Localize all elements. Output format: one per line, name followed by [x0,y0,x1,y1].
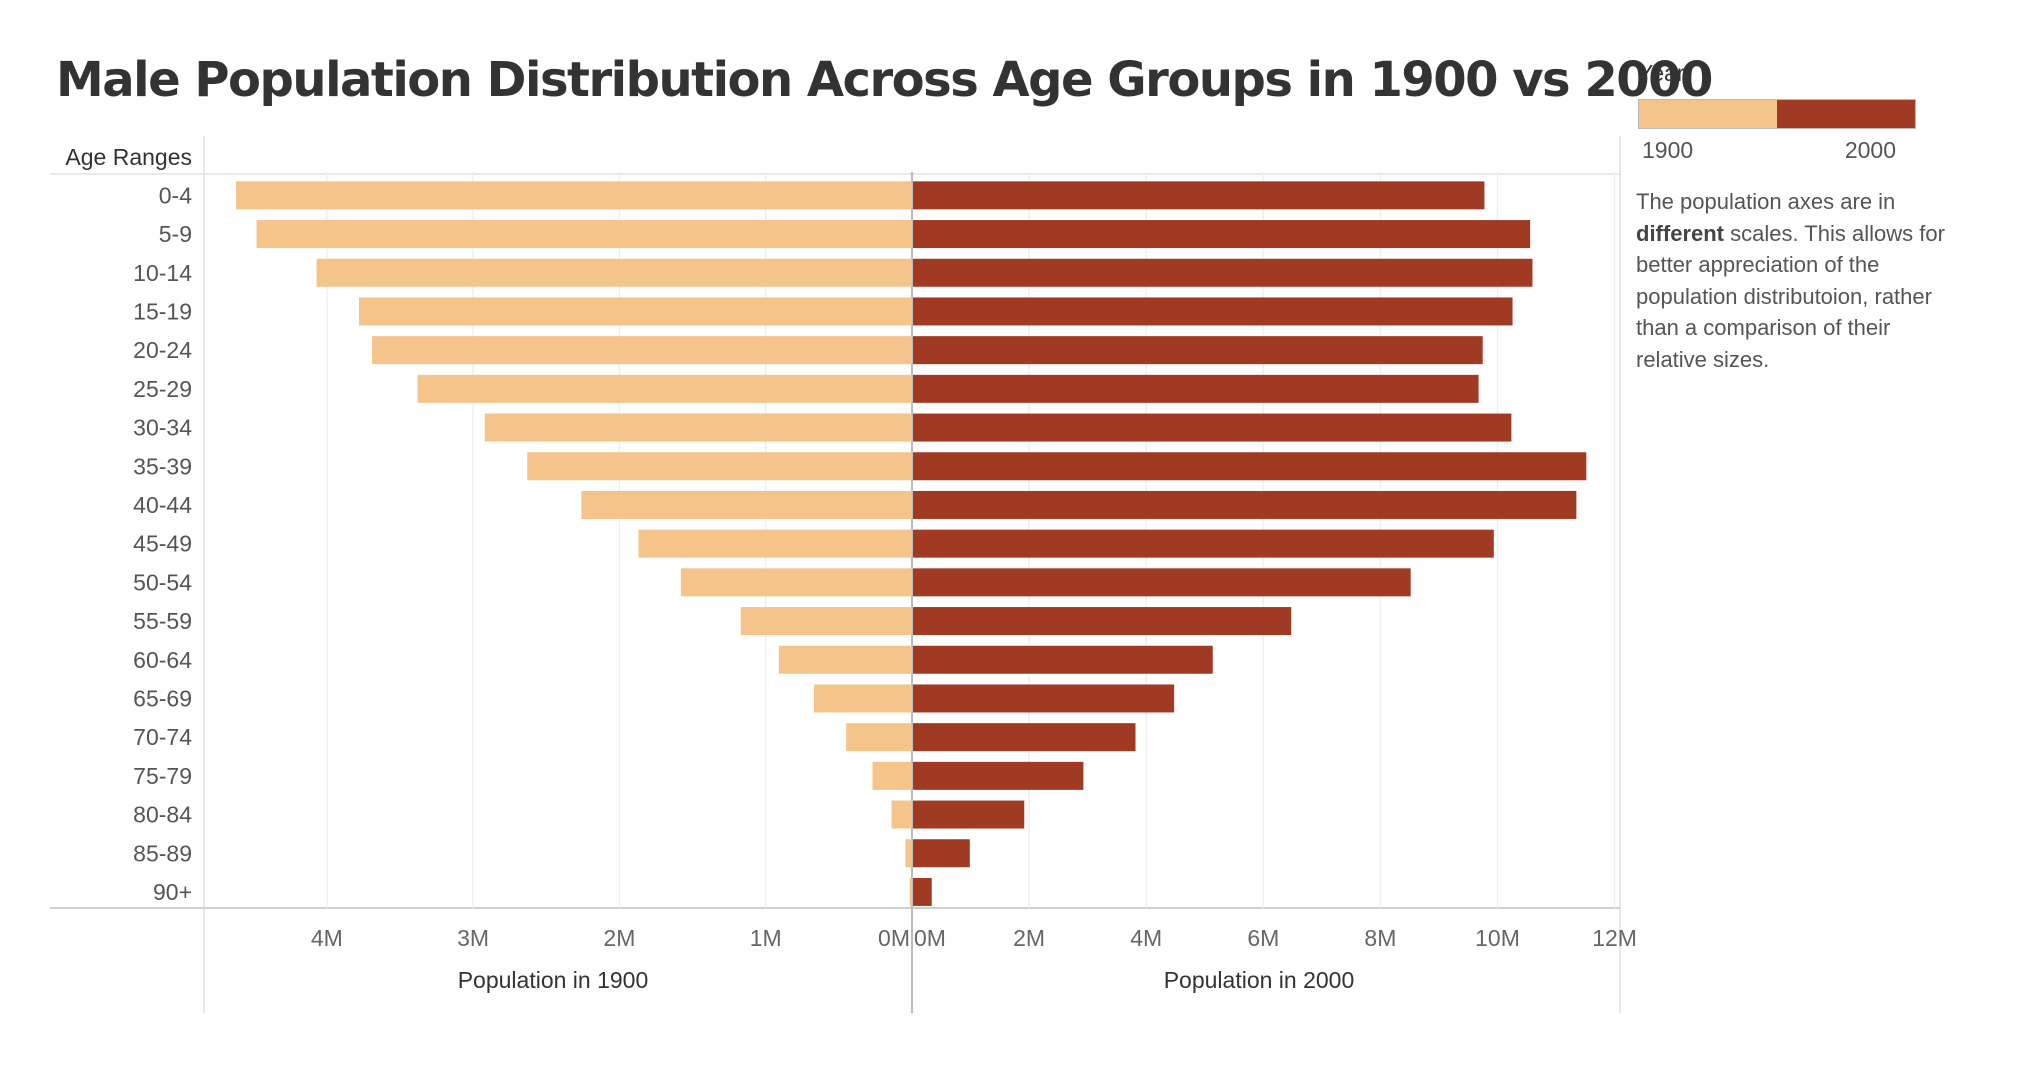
scale-note: The population axes are in different sca… [1636,186,1956,375]
note-text-1: The population axes are in [1636,189,1896,214]
bar-2000-35-39[interactable] [913,452,1587,481]
chart-title: Male Population Distribution Across Age … [56,52,1713,108]
bar-1900-80-84[interactable] [891,800,912,829]
chart-frame [50,136,1621,1013]
bar-1900-65-69[interactable] [813,684,912,713]
bar-1900-25-29[interactable] [417,374,912,403]
tick-label-1900: 3M [457,925,489,951]
bar-2000-90+[interactable] [913,877,932,906]
tick-labels: 0M 1M 2M 3M 4M 0M 2M 4M 6M 8M 10M 12M [311,925,1637,951]
category-label: 20-24 [133,337,192,363]
tick-label-2000: 2M [1013,925,1045,951]
note-text-bold: different [1636,220,1724,246]
bar-2000-25-29[interactable] [913,374,1479,403]
bar-1900-15-19[interactable] [358,297,913,326]
category-label: 35-39 [133,453,192,479]
bar-1900-55-59[interactable] [740,607,912,636]
legend-label-2000: 2000 [1844,137,1896,163]
bar-1900-85-89[interactable] [905,839,912,868]
bar-1900-20-24[interactable] [372,336,912,365]
x-axis-title-1900: Population in 1900 [458,967,649,993]
category-label: 5-9 [159,221,192,247]
bar-1900-0-4[interactable] [236,181,912,210]
bar-1900-70-74[interactable] [846,723,912,752]
bar-1900-30-34[interactable] [484,413,912,442]
bar-1900-75-79[interactable] [872,761,912,790]
legend-swatch-1900[interactable] [1639,100,1777,128]
legend: Year 1900 2000 [1638,60,1968,164]
category-label: 60-64 [133,647,192,673]
bar-2000-20-24[interactable] [913,336,1483,365]
legend-label-1900: 1900 [1642,137,1694,163]
bar-1900-35-39[interactable] [527,452,912,481]
bar-2000-55-59[interactable] [913,607,1292,636]
note-text-2: scales. This allows for better appreciat… [1636,220,1945,372]
tick-label-2000: 4M [1130,925,1162,951]
bar-2000-70-74[interactable] [913,723,1136,752]
category-labels: 0-4 5-9 10-14 15-19 20-24 25-29 30-34 35-39 40-4… [133,182,192,905]
bar-2000-5-9[interactable] [913,220,1531,249]
tick-label-1900: 4M [311,925,343,951]
bar-1900-5-9[interactable] [256,220,912,249]
bar-1900-60-64[interactable] [778,645,912,674]
bar-1900-45-49[interactable] [638,529,912,558]
tick-label-2000: 8M [1364,925,1396,951]
tick-label-2000: 6M [1247,925,1279,951]
tick-label-1900: 2M [603,925,635,951]
bar-2000-15-19[interactable] [913,297,1513,326]
category-label: 40-44 [133,492,192,518]
category-label: 85-89 [133,840,192,866]
bar-2000-75-79[interactable] [913,761,1084,790]
bar-2000-0-4[interactable] [913,181,1485,210]
bar-2000-60-64[interactable] [913,645,1213,674]
bar-1900-50-54[interactable] [680,568,912,597]
bar-2000-40-44[interactable] [913,490,1577,519]
category-label: 10-14 [133,260,192,286]
bar-2000-80-84[interactable] [913,800,1025,829]
bar-2000-45-49[interactable] [913,529,1494,558]
category-label: 30-34 [133,415,192,441]
category-label: 15-19 [133,298,192,324]
bar-2000-50-54[interactable] [913,568,1411,597]
bar-2000-65-69[interactable] [913,684,1175,713]
category-label: 25-29 [133,376,192,402]
category-label: 80-84 [133,802,192,828]
category-axis-title: Age Ranges [65,144,192,170]
category-label: 50-54 [133,569,192,595]
category-label: 75-79 [133,763,192,789]
bar-2000-85-89[interactable] [913,839,970,868]
bar-2000-10-14[interactable] [913,258,1533,287]
bars [236,181,1587,906]
category-label: 90+ [153,879,192,905]
tick-label-2000: 12M [1592,925,1637,951]
x-axis-title-2000: Population in 2000 [1164,967,1355,993]
category-label: 55-59 [133,608,192,634]
legend-color-bar[interactable] [1638,99,1916,129]
category-label: 0-4 [159,182,192,208]
legend-swatch-2000[interactable] [1777,100,1915,128]
category-label: 45-49 [133,531,192,557]
category-label: 65-69 [133,685,192,711]
tick-label-1900: 0M [878,925,910,951]
bar-2000-30-34[interactable] [913,413,1512,442]
tick-label-2000: 10M [1475,925,1520,951]
tick-label-1900: 1M [750,925,782,951]
bar-1900-40-44[interactable] [581,490,912,519]
bar-1900-90+[interactable] [909,877,912,906]
category-label: 70-74 [133,724,192,750]
tick-label-2000: 0M [914,925,946,951]
legend-labels: 1900 2000 [1638,129,1902,164]
legend-title: Year [1638,60,1685,86]
bar-1900-10-14[interactable] [316,258,913,287]
